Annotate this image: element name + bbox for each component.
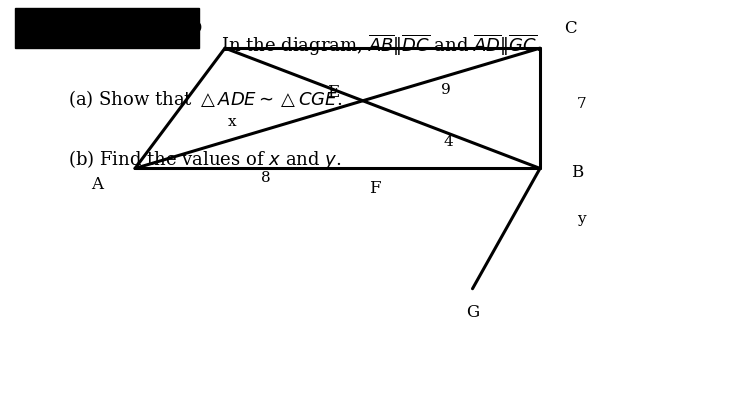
Text: B: B xyxy=(572,164,584,181)
Text: (b) Find the values of $x$ and $y$.: (b) Find the values of $x$ and $y$. xyxy=(68,148,340,171)
Text: A: A xyxy=(92,176,104,193)
Text: In the diagram, $\overline{AB}\|\overline{DC}$ and $\overline{AD}\|\overline{GC}: In the diagram, $\overline{AB}\|\overlin… xyxy=(221,32,542,58)
Text: 8: 8 xyxy=(262,172,271,185)
Text: 7: 7 xyxy=(577,97,586,111)
FancyBboxPatch shape xyxy=(15,8,199,48)
Text: F: F xyxy=(369,180,381,197)
Text: x: x xyxy=(228,115,237,129)
Text: y: y xyxy=(577,212,586,225)
Text: E: E xyxy=(327,84,339,101)
Text: 4: 4 xyxy=(444,136,453,149)
Text: C: C xyxy=(564,20,576,36)
Text: (a) Show that $\triangle ADE \sim \triangle CGE$.: (a) Show that $\triangle ADE \sim \trian… xyxy=(68,88,342,110)
Text: D: D xyxy=(188,20,202,36)
Text: 9: 9 xyxy=(441,83,452,97)
Text: G: G xyxy=(466,304,479,321)
